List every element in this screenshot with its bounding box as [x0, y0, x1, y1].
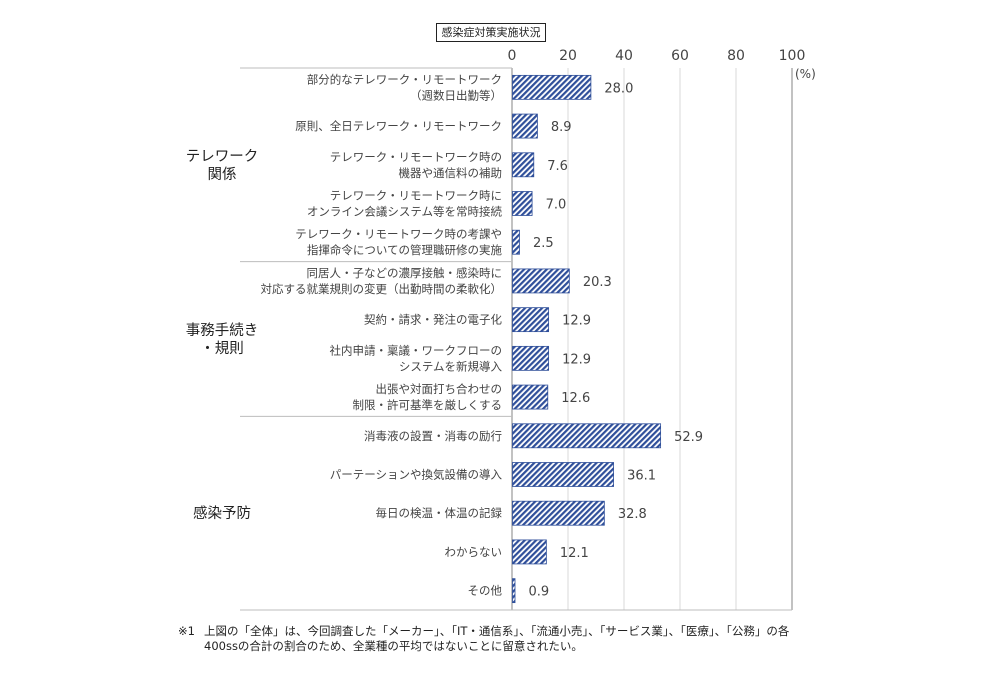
- bar: [512, 229, 520, 255]
- footnote: ※1 上図の「全体」は、今回調査した「メーカー」、「IT・通信系」、「流通小売」、…: [178, 624, 789, 654]
- category-label: 契約・請求・発注の電子化: [364, 313, 502, 327]
- value-label: 52.9: [674, 430, 703, 445]
- category-label: パーテーションや換気設備の導入: [330, 468, 503, 482]
- category-label: 同居人・子などの濃厚接触・感染時に: [307, 266, 503, 280]
- category-label: テレワーク・リモートワーク時の: [330, 150, 502, 164]
- bar: [512, 74, 592, 100]
- bar: [512, 384, 549, 410]
- bar: [512, 152, 535, 178]
- value-label: 8.9: [551, 120, 572, 135]
- value-label: 32.8: [618, 507, 647, 522]
- value-labels: 28.0 8.9 7.6 7.0 2.5 20.3 12.9 12.9 12.6 52.9 36.1…: [529, 81, 704, 599]
- category-label: テレワーク・リモートワーク時に: [330, 189, 502, 203]
- group-label: テレワーク: [186, 148, 259, 165]
- grid: [240, 67, 793, 611]
- x-tick-label: 40: [615, 48, 633, 64]
- x-tick-labels: 0 20 40 60 80 100: [508, 48, 806, 64]
- bar: [512, 539, 547, 565]
- x-tick-label: 0: [508, 48, 517, 64]
- value-label: 0.9: [529, 585, 550, 600]
- category-label: 制限・許可基準を厳しくする: [353, 398, 503, 412]
- bar: [512, 462, 614, 487]
- bar: [512, 345, 550, 371]
- footnote-line-1: 上図の「全体」は、今回調査した「メーカー」、「IT・通信系」、「流通小売」、「サ…: [204, 624, 790, 638]
- category-label: 対応する就業規則の変更（出勤時間の柔軟化）: [261, 282, 503, 296]
- value-label: 36.1: [627, 469, 656, 484]
- category-label: 出張や対面打ち合わせの: [376, 382, 503, 396]
- x-tick-label: 80: [727, 48, 745, 64]
- category-label: 原則、全日テレワーク・リモートワーク: [295, 119, 502, 133]
- group-label: 感染予防: [193, 505, 251, 522]
- value-label: 2.5: [533, 236, 554, 251]
- value-label: 28.0: [604, 81, 633, 96]
- category-label: その他: [468, 584, 503, 598]
- group-label: 関係: [208, 166, 237, 183]
- value-label: 12.9: [562, 352, 591, 367]
- category-label: オンライン会議システム等を常時接続: [307, 205, 503, 219]
- bar: [512, 268, 570, 294]
- category-label: 毎日の検温・体温の記録: [376, 506, 503, 520]
- category-label: わからない: [445, 545, 503, 559]
- category-label: 消毒液の設置・消毒の励行: [364, 429, 502, 443]
- group-label: ・規則: [200, 340, 244, 357]
- bar: [512, 113, 538, 139]
- value-label: 7.0: [546, 198, 567, 213]
- x-tick-label: 20: [559, 48, 577, 64]
- footnote-line-2: 400ssの合計の割合のため、全業種の平均ではないことに留意されたい。: [204, 639, 583, 653]
- bar: [512, 578, 516, 604]
- bar: [512, 191, 533, 216]
- x-tick-label: 100: [779, 48, 806, 64]
- group-separators: [240, 261, 512, 417]
- bars: [512, 74, 662, 604]
- unit-label: (%): [795, 67, 816, 81]
- value-label: 12.1: [560, 546, 589, 561]
- category-label: システムを新規導入: [399, 359, 503, 373]
- category-label: 機器や通信料の補助: [399, 166, 503, 180]
- bar: [512, 423, 662, 449]
- footnote-mark: ※1: [178, 624, 195, 638]
- category-label: 部分的なテレワーク・リモートワーク: [307, 72, 502, 86]
- category-label: テレワーク・リモートワーク時の考課や: [295, 227, 502, 241]
- group-label: 事務手続き: [186, 322, 259, 339]
- value-label: 20.3: [583, 275, 612, 290]
- category-label: （週数日出勤等）: [410, 88, 502, 102]
- chart-title: 感染症対策実施状況: [436, 23, 546, 42]
- value-label: 12.9: [562, 314, 591, 329]
- category-label: 指揮命令についての管理職研修の実施: [307, 243, 503, 257]
- bar: [512, 307, 550, 333]
- category-label: 社内申請・稟議・ワークフローの: [330, 343, 503, 357]
- value-label: 12.6: [561, 391, 590, 406]
- category-labels: 部分的なテレワーク・リモートワーク （週数日出勤等） 原則、全日テレワーク・リモート…: [261, 72, 503, 597]
- x-tick-label: 60: [671, 48, 689, 64]
- bar: [512, 500, 605, 526]
- value-label: 7.6: [547, 159, 568, 174]
